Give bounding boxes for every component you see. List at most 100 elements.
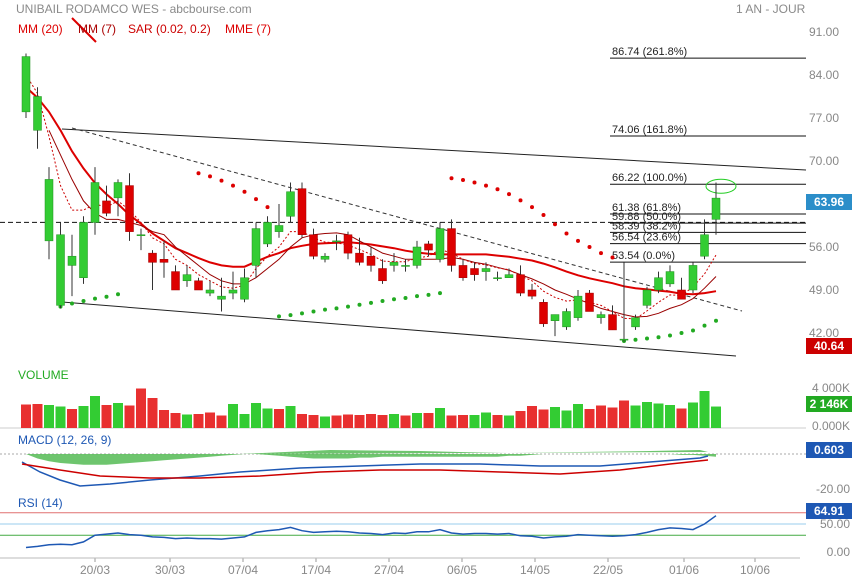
volume-bar <box>320 416 330 428</box>
fib-level-label: 59.88 (50.0%) <box>612 211 681 223</box>
rsi-tick-label: 50.00 <box>820 517 850 531</box>
volume-bar <box>515 411 526 428</box>
candle-body <box>102 200 111 214</box>
x-tick-label: 30/03 <box>155 563 185 577</box>
volume-bar <box>377 415 388 428</box>
candle-body <box>182 274 192 282</box>
volume-bar <box>665 405 675 428</box>
volume-bar <box>205 412 215 428</box>
volume-bar <box>297 414 307 428</box>
volume-bar <box>389 414 399 428</box>
candle-body <box>378 268 387 282</box>
candle-body <box>585 292 594 312</box>
rsi-line <box>25 515 717 549</box>
sar-dot <box>70 301 74 306</box>
volume-bar <box>481 412 491 428</box>
candle-body <box>113 182 123 199</box>
sar-dot <box>541 213 546 218</box>
volume-bar <box>423 413 434 428</box>
volume-bar <box>366 414 376 428</box>
volume-label: VOLUME <box>18 368 69 382</box>
sar-dot <box>645 336 649 341</box>
candle-body <box>389 262 399 266</box>
candle-body <box>136 234 146 236</box>
sar-dot <box>403 295 408 300</box>
sar-dot <box>691 328 695 333</box>
candle-body <box>711 197 721 220</box>
volume-bar <box>711 406 721 428</box>
volume-bar <box>308 415 319 428</box>
volume-bar <box>676 408 687 428</box>
price-tick-label: 56.00 <box>809 240 839 254</box>
candle-body <box>608 314 617 331</box>
fib-level-label: 58.39 (38.2%) <box>612 220 681 232</box>
volume-bar <box>101 405 112 428</box>
volume-bar <box>607 407 618 428</box>
candle-body <box>125 185 134 232</box>
sar-dot <box>518 198 523 203</box>
fib-level-label: 61.38 (61.8%) <box>612 202 681 214</box>
candle-body <box>217 295 226 300</box>
x-tick-label: 10/06 <box>740 563 770 577</box>
low-badge: 40.64 <box>806 338 852 354</box>
price-tick-label: 84.00 <box>809 68 839 82</box>
candle-body <box>90 182 100 223</box>
volume-bar <box>113 403 123 428</box>
volume-bars <box>0 388 806 429</box>
sar-dot <box>311 309 316 314</box>
x-tick-label: 17/04 <box>301 563 331 577</box>
axes: 91.0084.0077.0070.0063.0056.0049.0042.00… <box>0 25 850 577</box>
candle-body <box>21 56 31 113</box>
volume-bar <box>619 400 629 428</box>
mm20-head <box>71 17 97 43</box>
candle-body <box>401 265 410 267</box>
candle-body <box>205 289 215 294</box>
candle-body <box>343 234 353 254</box>
sar-dot <box>254 197 258 202</box>
candle-body <box>435 228 445 260</box>
price-tick-label: 70.00 <box>809 154 839 168</box>
candle-body <box>251 228 261 266</box>
macd-badge: 0.603 <box>806 442 852 458</box>
trend-lines <box>0 127 807 357</box>
candle-body <box>56 234 65 306</box>
sar-dot <box>656 335 661 340</box>
sar-dot <box>300 311 304 316</box>
sar-dot <box>484 183 488 188</box>
price-tick-label: 77.00 <box>809 111 839 125</box>
macd-tick-label: -20.00 <box>816 482 850 496</box>
candle-body <box>44 179 54 242</box>
indicator-mm20: MM (20) <box>18 22 63 36</box>
mm7-line <box>48 130 717 318</box>
candle-body <box>320 255 330 260</box>
sar-dot <box>265 205 270 210</box>
volume-tick-label: 0.000K <box>812 419 850 433</box>
volume-bar <box>630 405 641 428</box>
sar-dot <box>334 306 339 311</box>
volume-bar <box>182 414 192 428</box>
candle-body <box>286 191 295 217</box>
fibonacci-levels: 86.74 (261.8%) 74.06 (161.8%) 66.22 (100.0… <box>610 46 806 263</box>
candle-body <box>550 314 560 321</box>
sar-dot <box>553 222 557 227</box>
macd-line <box>21 455 709 487</box>
volume-bar <box>170 413 181 428</box>
fib-level-label: 66.22 (100.0%) <box>612 172 687 184</box>
x-tick-label: 22/05 <box>593 563 623 577</box>
mm20-line <box>25 86 717 296</box>
sar-dot <box>196 171 201 176</box>
volume-bar <box>78 406 89 428</box>
sar-dot <box>369 300 373 305</box>
volume-bar <box>193 414 204 428</box>
price-badge: 63.96 <box>806 194 852 210</box>
candle-body <box>470 268 479 275</box>
candle-body <box>539 302 548 325</box>
sar-dot <box>461 178 465 183</box>
sar-dot <box>587 245 592 249</box>
volume-bar <box>550 407 560 428</box>
sar-dot <box>415 294 419 299</box>
x-tick-label: 07/04 <box>228 563 258 577</box>
candle-body <box>504 274 514 278</box>
indicator-mme7: MME (7) <box>225 22 271 36</box>
sar-dot <box>530 205 534 210</box>
